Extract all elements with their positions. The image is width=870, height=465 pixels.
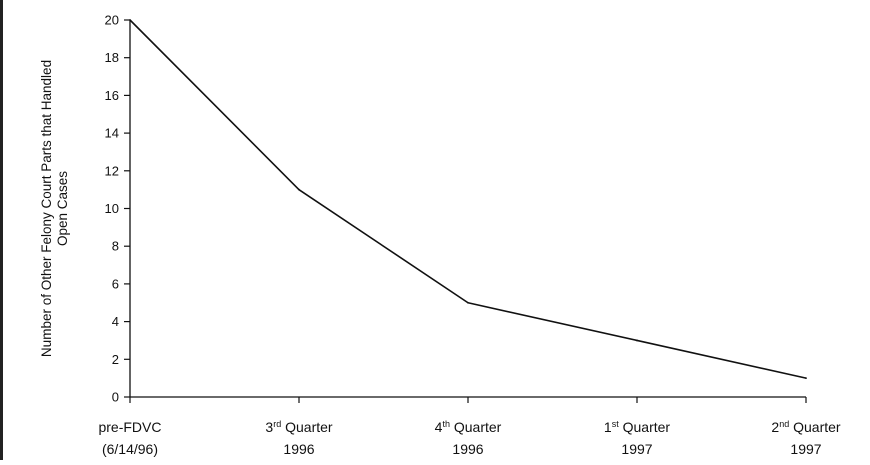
y-tick-label: 0 [112,390,119,405]
x-category-label: 1st Quarter [604,419,671,435]
data-point [805,377,807,380]
x-category-label-main: 3 [265,419,273,435]
x-category-label: 4th Quarter [435,419,502,435]
data-point [298,188,300,191]
x-category-label-line2: 1997 [621,441,652,457]
y-axis-title: Number of Other Felony Court Parts that … [39,60,70,357]
x-category-label-rest: Quarter [789,419,841,435]
x-category-label-sup: rd [273,419,281,429]
y-axis-ticks: 0 2 4 6 8 10 12 14 16 18 20 [105,13,130,405]
y-axis-title-line1: Number of Other Felony Court Parts that … [39,60,54,357]
x-category-label-rest: Quarter [281,419,333,435]
y-tick-label: 18 [105,50,119,65]
x-category-label-main: 4 [435,419,443,435]
x-category-label-line2: 1996 [283,441,314,457]
x-axis-ticks: pre-FDVC (6/14/96) 3rd Quarter 1996 4th Quar… [98,397,841,457]
y-tick-label: 10 [105,201,119,216]
y-tick-label: 6 [112,276,119,291]
y-tick-label: 20 [105,13,119,28]
x-category-label-main: 2 [771,419,779,435]
data-point [467,301,469,304]
x-category-label: 2nd Quarter [771,419,841,435]
x-category-label-line2: 1997 [790,441,821,457]
x-category-label-rest: Quarter [450,419,502,435]
y-tick-label: 4 [112,314,119,329]
data-point [636,339,638,342]
y-tick-label: 14 [105,126,119,141]
x-category-label-main: pre-FDVC [98,419,161,435]
series-line [129,19,807,379]
x-category-label-line2: 1996 [452,441,483,457]
x-category-label-sup: th [442,419,450,429]
x-category-label-sup: st [612,419,620,429]
x-category-label-main: 1 [604,419,612,435]
y-tick-label: 16 [105,88,119,103]
x-category-label-rest: Quarter [619,419,671,435]
y-axis-title-line2: Open Cases [55,171,70,246]
x-category-label-line2: (6/14/96) [102,441,158,457]
series-group [129,19,807,380]
y-axis-label-group: Number of Other Felony Court Parts that … [39,60,70,357]
x-category-label: 3rd Quarter [265,419,333,435]
y-tick-label: 2 [112,352,119,367]
x-category-label-sup: nd [779,419,789,429]
x-category-label: pre-FDVC [98,419,161,435]
y-tick-label: 8 [112,239,119,254]
y-tick-label: 12 [105,163,119,178]
page-edge-line [0,0,3,460]
data-point [129,19,131,21]
